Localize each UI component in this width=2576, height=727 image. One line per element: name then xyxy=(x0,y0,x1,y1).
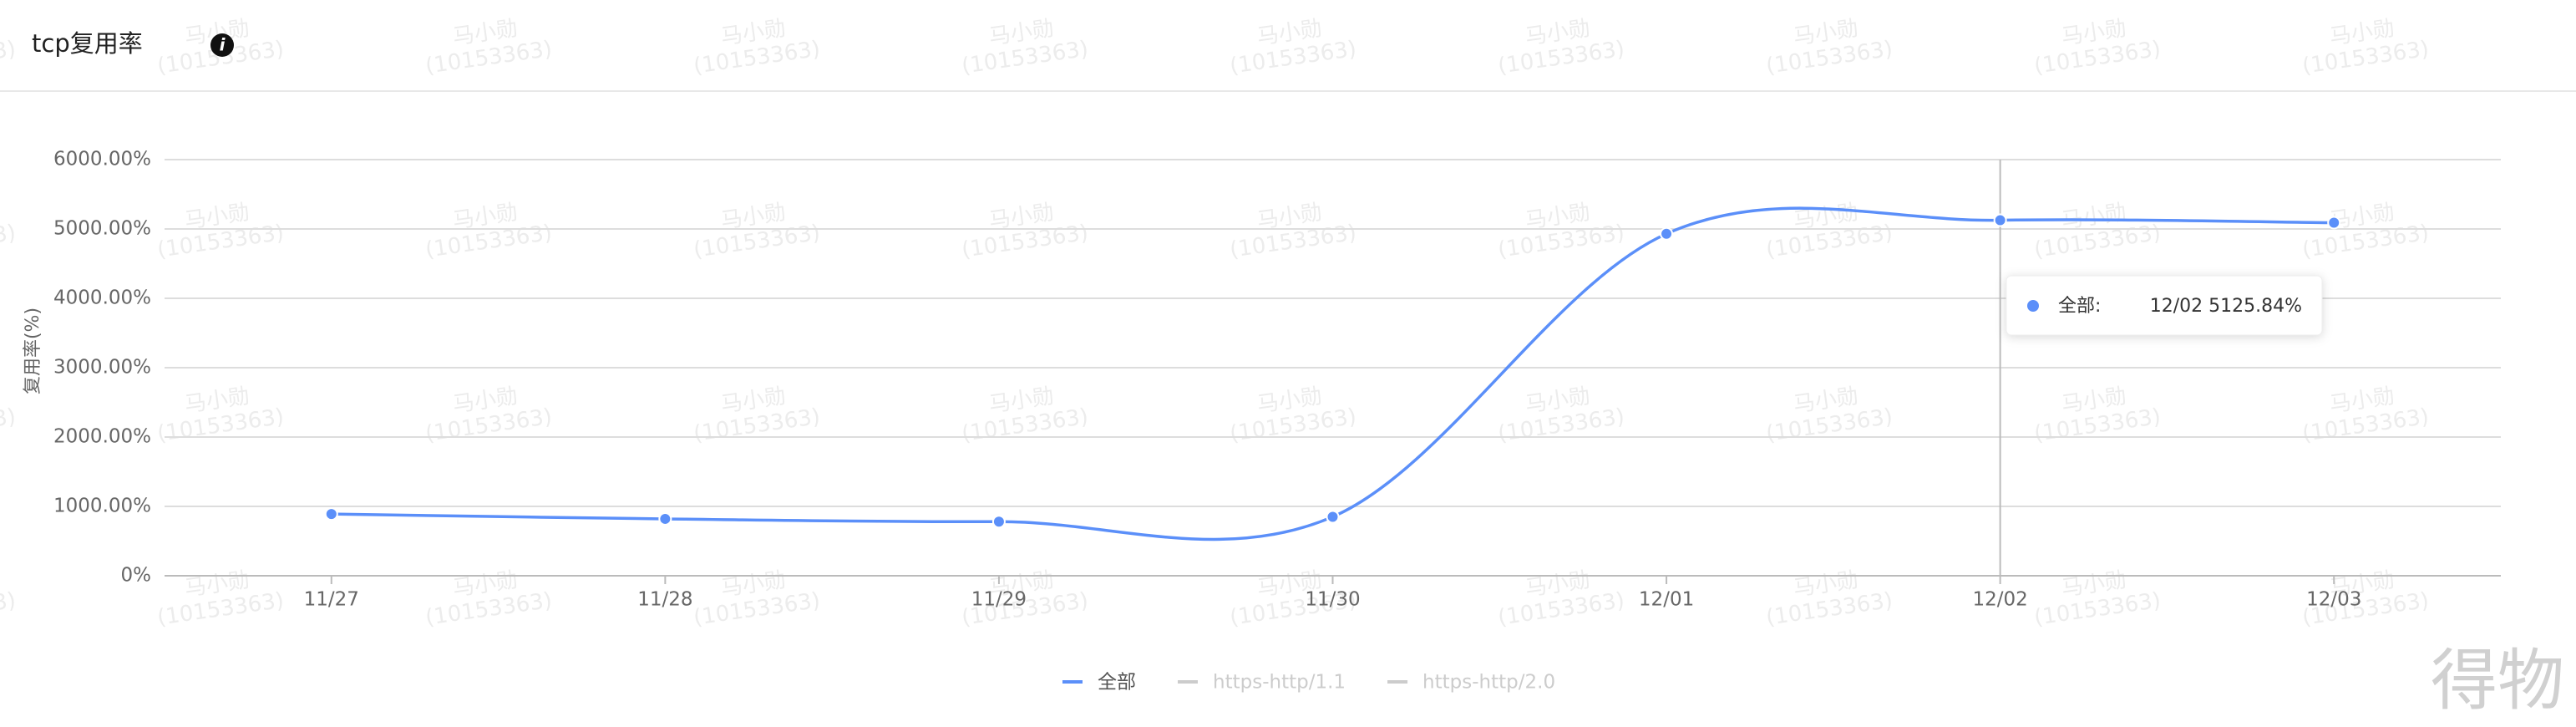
data-point xyxy=(2327,216,2341,230)
info-icon[interactable] xyxy=(210,33,234,57)
data-point xyxy=(658,511,672,526)
y-tick-label: 4000.00% xyxy=(53,287,151,309)
y-tick-label: 1000.00% xyxy=(53,496,151,517)
x-tick-label: 12/02 xyxy=(1972,589,2027,611)
info-icon-text: i xyxy=(220,35,226,55)
data-point xyxy=(1326,510,1340,524)
legend-label[interactable]: https-http/1.1 xyxy=(1213,672,1346,694)
data-point xyxy=(991,515,1006,529)
x-tick-label: 12/03 xyxy=(2306,589,2361,611)
data-point xyxy=(1660,226,1674,241)
x-tick-label: 12/01 xyxy=(1639,589,1694,611)
watermark: 马小勋(10153363) xyxy=(1764,384,1894,446)
x-tick-label: 11/30 xyxy=(1305,589,1360,611)
tooltip-value: 12/02 5125.84% xyxy=(2150,296,2302,317)
data-point xyxy=(324,507,338,521)
y-tick-label: 5000.00% xyxy=(53,218,151,240)
y-tick-label: 0% xyxy=(121,565,152,587)
y-tick-label: 3000.00% xyxy=(53,357,151,379)
logo-watermark: 得物 xyxy=(2431,642,2564,719)
x-tick-label: 11/29 xyxy=(971,589,1027,611)
y-axis-label: 复用率(%) xyxy=(23,308,43,394)
tooltip-series: 全部: xyxy=(2058,296,2101,317)
y-tick-label: 2000.00% xyxy=(53,426,151,448)
legend-label[interactable]: https-http/2.0 xyxy=(1422,672,1555,694)
x-tick-label: 11/28 xyxy=(637,589,692,611)
panel-title: tcp复用率 xyxy=(32,29,143,58)
legend-label[interactable]: 全部 xyxy=(1098,672,1136,694)
tooltip-marker xyxy=(2027,300,2039,312)
tooltip-box xyxy=(2006,275,2323,336)
y-tick-label: 6000.00% xyxy=(53,149,151,170)
x-tick-label: 11/27 xyxy=(304,589,359,611)
data-point xyxy=(1993,213,2007,227)
